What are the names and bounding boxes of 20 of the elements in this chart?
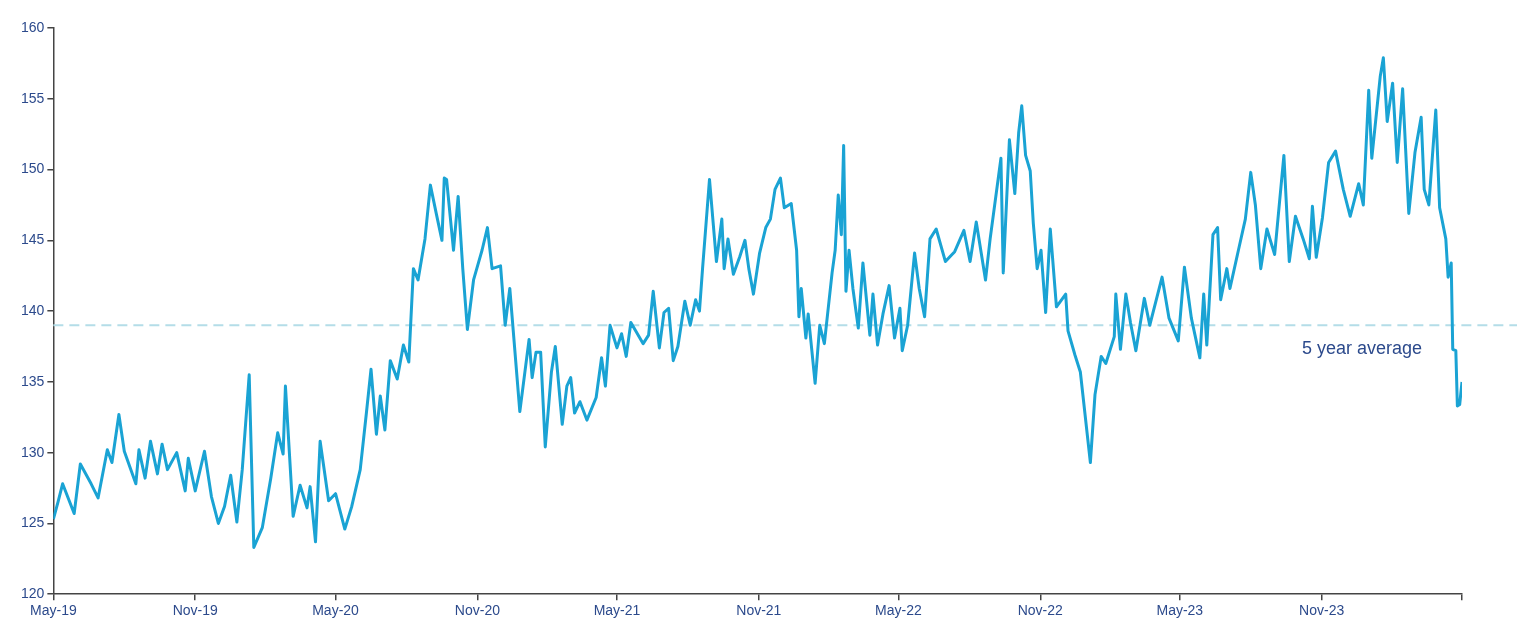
y-tick-label: 130 <box>21 443 45 460</box>
y-tick-label: 145 <box>21 231 45 248</box>
ref-line-label: 5 year average <box>1301 338 1422 359</box>
x-tick-label: May-21 <box>593 602 641 619</box>
x-tick-label: Nov-20 <box>454 602 501 619</box>
y-tick-label: 120 <box>21 585 45 602</box>
y-tick-label: 135 <box>21 372 45 389</box>
x-tick-label: Nov-23 <box>1299 602 1345 619</box>
x-tick-label: May-22 <box>875 602 922 619</box>
y-tick-label: 160 <box>21 18 45 35</box>
x-tick-label: Nov-22 <box>1017 602 1064 619</box>
y-tick-label: 150 <box>21 160 45 177</box>
x-tick-label: Nov-19 <box>172 602 218 619</box>
x-tick-label: May-20 <box>312 602 360 619</box>
x-tick-label: Nov-21 <box>736 602 782 619</box>
x-tick-label: May-23 <box>1156 602 1204 619</box>
x-tick-label: May-19 <box>30 602 77 619</box>
y-tick-label: 125 <box>21 514 45 531</box>
y-tick-label: 140 <box>21 301 45 318</box>
y-tick-label: 155 <box>21 89 45 106</box>
